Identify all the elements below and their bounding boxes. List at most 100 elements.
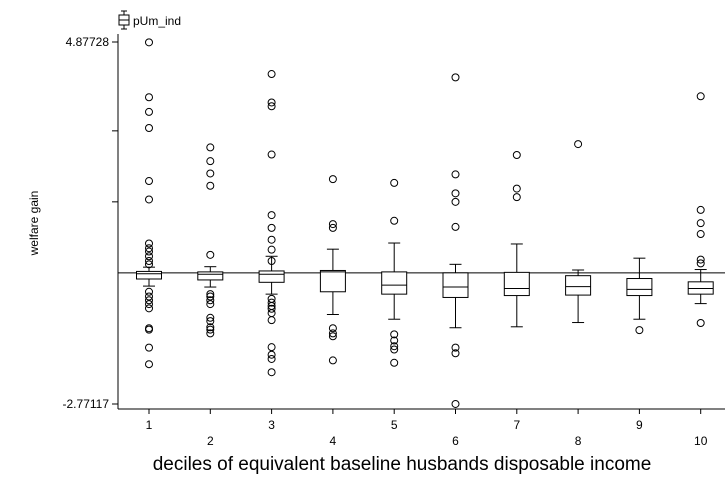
box-group xyxy=(503,243,530,328)
outlier-point xyxy=(267,98,276,107)
outlier-point xyxy=(635,326,644,335)
outlier-point xyxy=(145,343,153,352)
legend-label: pUm_ind xyxy=(133,14,181,28)
outlier-point xyxy=(145,300,153,309)
outlier-point xyxy=(328,356,337,365)
outlier-point xyxy=(145,360,153,369)
x-tick-label: 2 xyxy=(207,434,214,448)
outlier-point xyxy=(267,343,276,352)
outlier-point xyxy=(206,296,215,305)
outlier-point xyxy=(145,257,153,266)
outlier-point xyxy=(206,325,215,334)
outlier-point xyxy=(390,345,399,354)
outlier-point xyxy=(145,260,153,269)
box xyxy=(136,270,162,280)
x-tick-label: 1 xyxy=(146,418,153,432)
y-tick-label: 4.87728 xyxy=(66,35,110,49)
box xyxy=(197,271,224,281)
outlier-point xyxy=(696,319,705,328)
outlier-point xyxy=(390,358,399,367)
outlier-point xyxy=(451,222,460,231)
outlier-point xyxy=(206,169,215,178)
outlier-point xyxy=(328,332,337,341)
outlier-point xyxy=(267,304,276,313)
outlier-point xyxy=(696,219,705,228)
outlier-point xyxy=(206,317,215,326)
outlier-point xyxy=(451,73,460,82)
x-tick-label: 5 xyxy=(391,418,398,432)
outlier-point xyxy=(206,290,215,299)
outlier-point xyxy=(696,92,705,101)
outlier-point xyxy=(328,324,337,333)
outlier-point xyxy=(451,399,460,408)
outlier-point xyxy=(390,342,399,351)
box xyxy=(442,272,469,298)
outlier-point xyxy=(696,205,705,214)
x-tick-label: 8 xyxy=(575,434,582,448)
outlier-point xyxy=(267,70,276,79)
outlier-point xyxy=(512,193,521,202)
outlier-point xyxy=(145,38,153,47)
outlier-point xyxy=(574,140,583,149)
outlier-point xyxy=(267,350,276,359)
box xyxy=(626,278,653,297)
y-axis-title: welfare gain xyxy=(27,191,41,257)
outlier-point xyxy=(390,216,399,225)
outlier-point xyxy=(451,170,460,179)
outlier-point xyxy=(206,300,215,309)
outlier-point xyxy=(328,175,337,184)
outlier-point xyxy=(390,336,399,345)
outlier-point xyxy=(145,252,153,261)
box-group xyxy=(381,242,408,320)
outlier-point xyxy=(145,247,153,256)
box xyxy=(565,275,592,296)
outlier-point xyxy=(512,184,521,193)
outlier-point xyxy=(145,325,153,334)
box-group xyxy=(442,263,469,329)
box-group xyxy=(258,255,285,295)
plot-area xyxy=(118,38,725,408)
box xyxy=(503,271,530,297)
box-group xyxy=(626,257,653,320)
box-group xyxy=(197,266,224,288)
outlier-point xyxy=(267,298,276,307)
outlier-point xyxy=(451,189,460,198)
outlier-point xyxy=(267,316,276,325)
outlier-point xyxy=(328,329,337,338)
outlier-point xyxy=(206,250,215,259)
box-group xyxy=(136,266,162,287)
x-tick-label: 10 xyxy=(694,434,708,448)
outlier-point xyxy=(206,181,215,190)
outlier-point xyxy=(328,220,337,229)
outlier-point xyxy=(267,354,276,363)
x-tick-label: 6 xyxy=(452,434,459,448)
outlier-point xyxy=(267,223,276,232)
x-axis-title: deciles of equivalent baseline husbands … xyxy=(153,454,652,475)
outlier-point xyxy=(145,195,153,204)
outlier-point xyxy=(206,323,215,332)
outlier-point xyxy=(145,296,153,305)
outlier-point xyxy=(696,255,705,264)
outlier-point xyxy=(390,330,399,339)
outlier-point xyxy=(267,368,276,377)
outlier-point xyxy=(206,313,215,322)
outlier-point xyxy=(267,257,276,266)
outlier-point xyxy=(206,143,215,152)
outlier-point xyxy=(267,235,276,244)
outlier-point xyxy=(451,343,460,352)
outlier-point xyxy=(451,197,460,206)
box xyxy=(319,269,346,293)
outlier-point xyxy=(145,124,153,133)
outlier-point xyxy=(267,245,276,254)
x-tick-label: 3 xyxy=(268,418,275,432)
box xyxy=(258,270,285,283)
outlier-point xyxy=(206,157,215,166)
outlier-point xyxy=(267,211,276,220)
box-group xyxy=(565,269,592,324)
outlier-point xyxy=(206,292,215,301)
outlier-point xyxy=(145,239,153,248)
outlier-point xyxy=(267,150,276,159)
box-group xyxy=(319,248,346,315)
outlier-point xyxy=(145,287,153,296)
